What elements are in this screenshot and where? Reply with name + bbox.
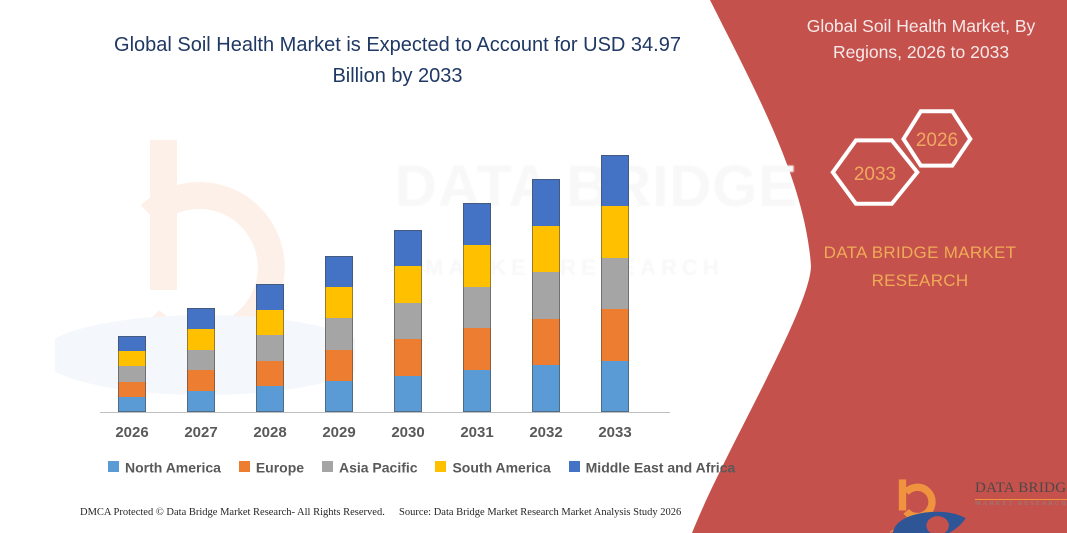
svg-text:2026: 2026 [916, 130, 958, 151]
svg-text:2033: 2033 [854, 164, 896, 185]
